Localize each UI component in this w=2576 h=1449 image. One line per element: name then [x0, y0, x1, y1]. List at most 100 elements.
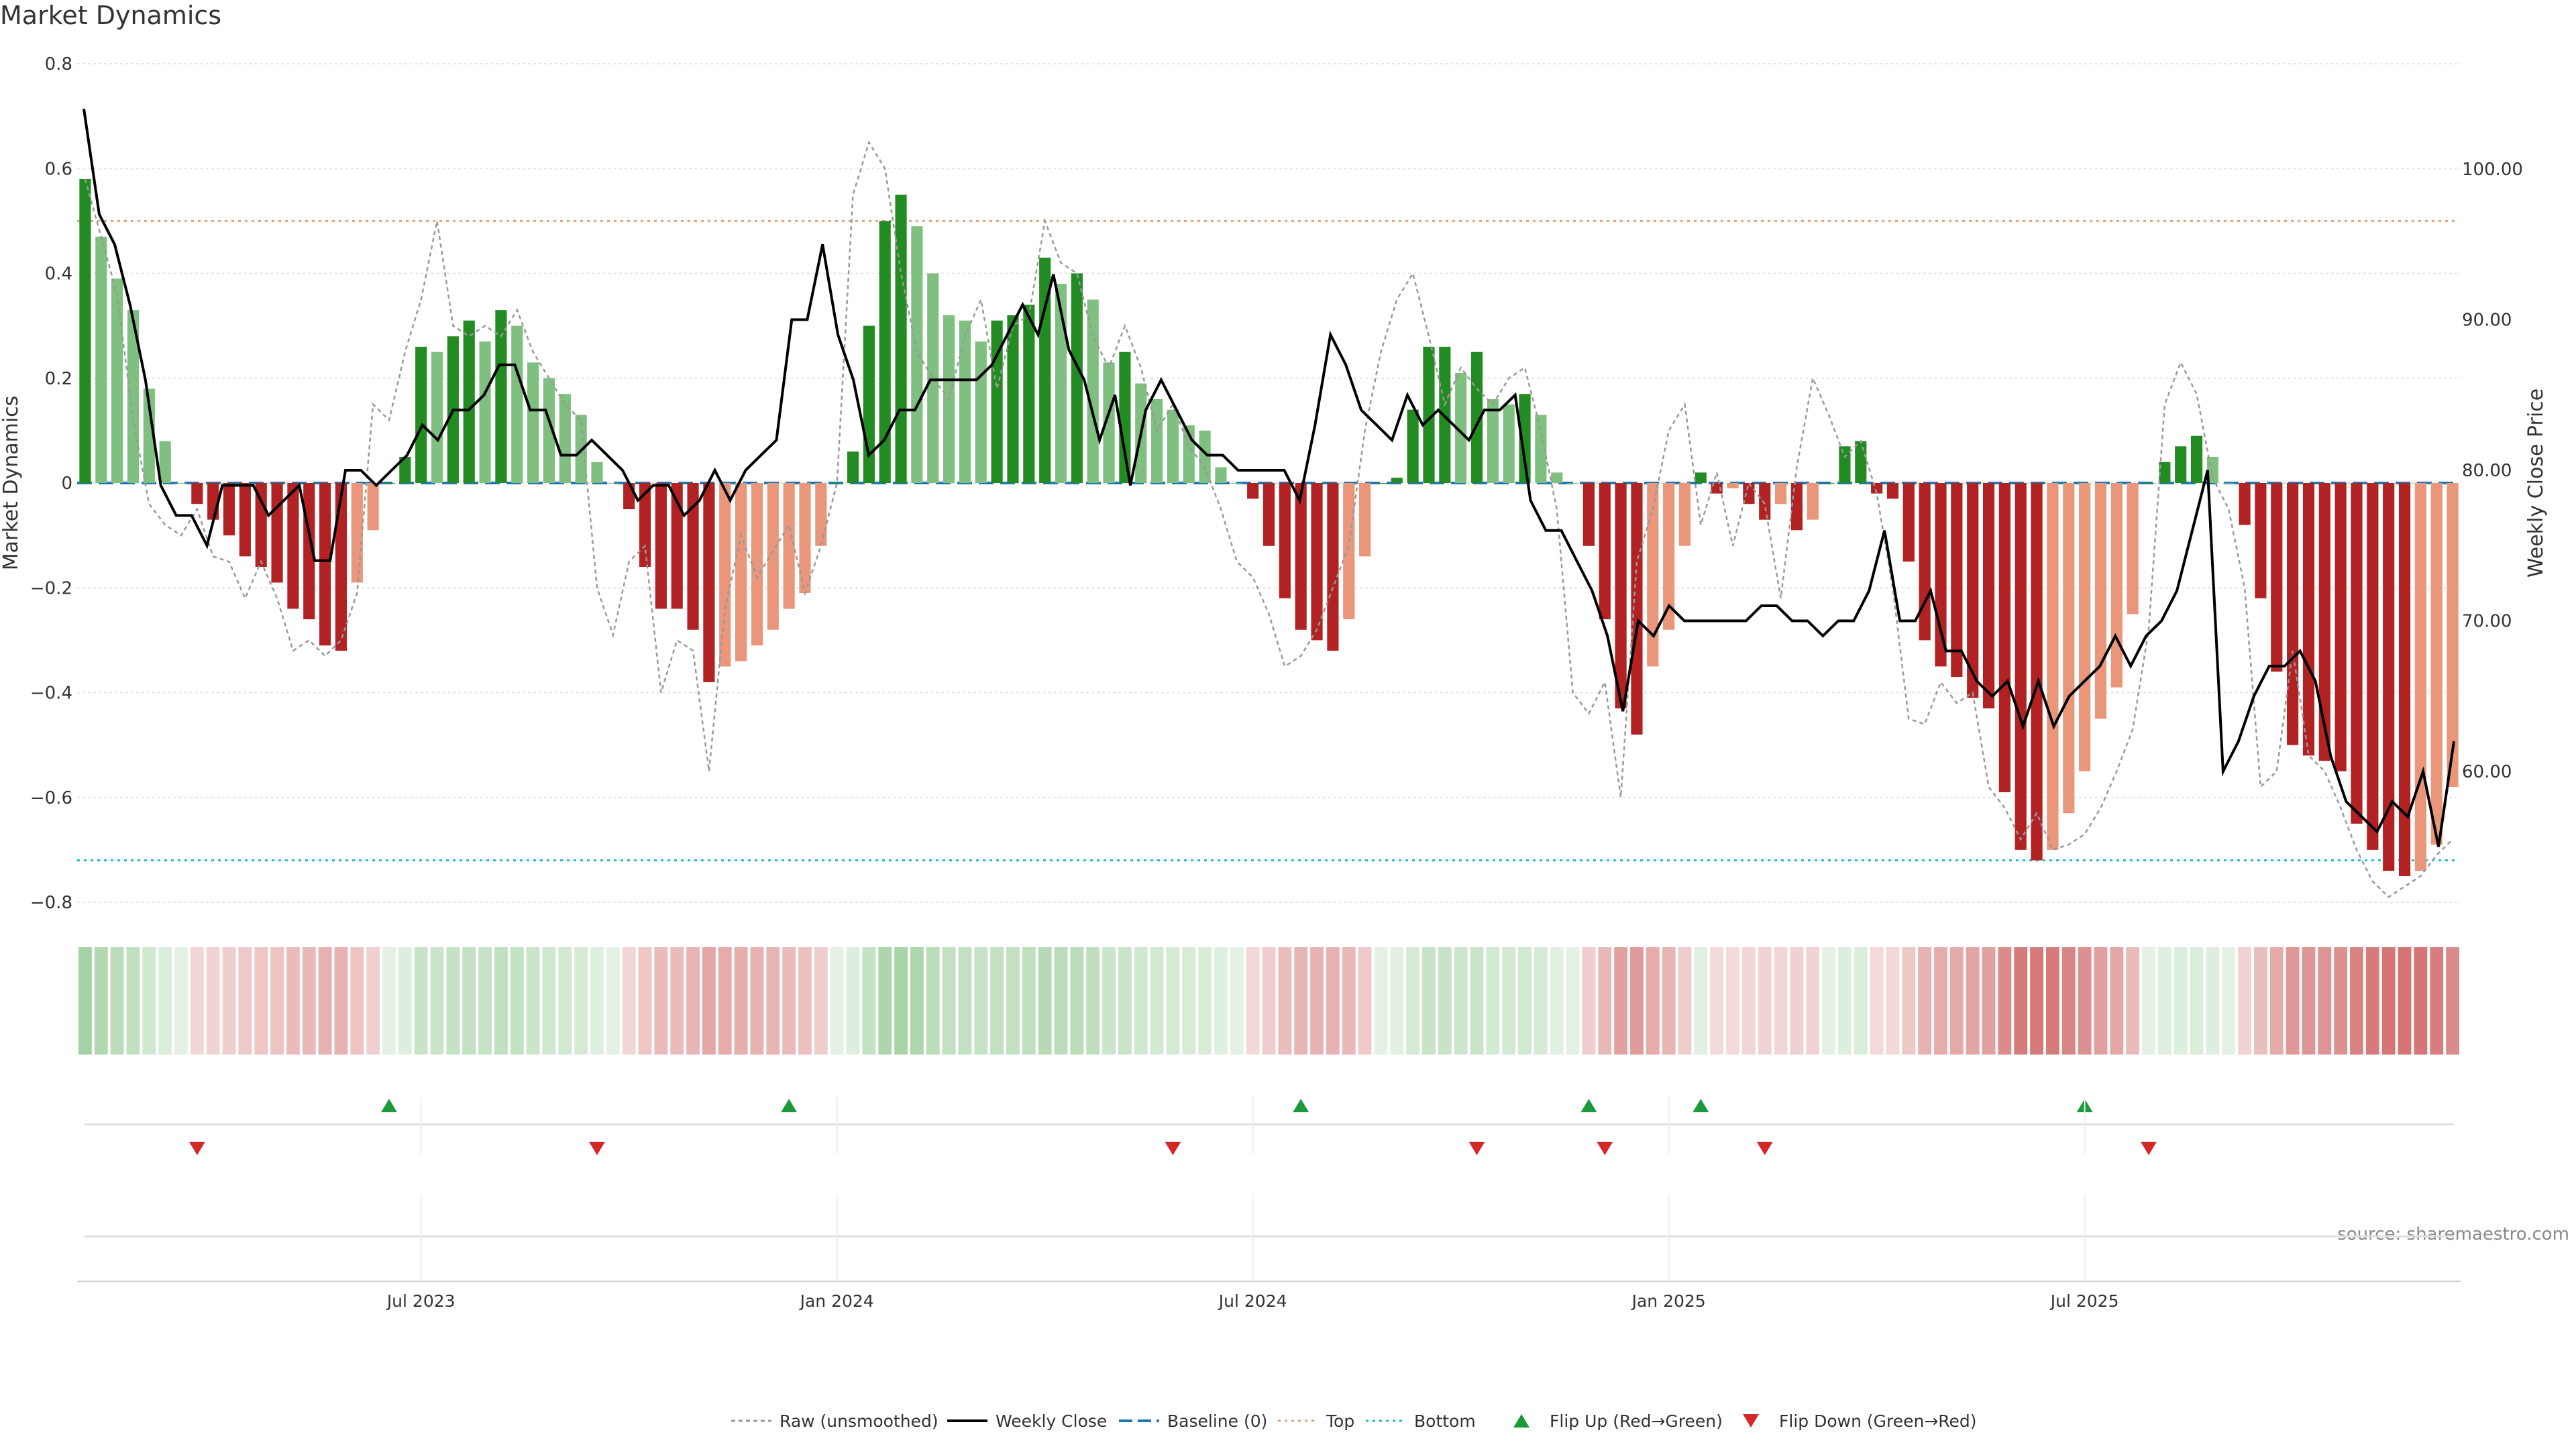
- dynamics-bar: [1647, 483, 1659, 667]
- flip-up-marker: [1693, 1099, 1709, 1112]
- dynamics-bar: [1886, 483, 1899, 499]
- heat-cell: [2350, 947, 2363, 1055]
- heat-cell: [1422, 947, 1436, 1055]
- dynamics-bar: [1839, 446, 1851, 483]
- dynamics-bar: [2222, 483, 2235, 484]
- dynamics-bar: [127, 310, 140, 483]
- heat-cell: [1294, 947, 1308, 1055]
- left-tick-label: −0.4: [30, 684, 72, 704]
- dynamics-bar: [1967, 483, 1979, 698]
- heat-cell: [974, 947, 988, 1055]
- dynamics-bar: [1743, 483, 1755, 504]
- dynamics-bar: [399, 456, 411, 483]
- dynamics-bar: [1231, 483, 1243, 484]
- flip-down-marker: [1756, 1142, 1773, 1155]
- heat-cell: [846, 947, 860, 1055]
- heat-cell: [734, 947, 748, 1055]
- heat-cell: [334, 947, 348, 1055]
- heat-cell: [2334, 947, 2348, 1055]
- heat-cell: [1134, 947, 1148, 1055]
- heat-cell: [2269, 947, 2284, 1055]
- heat-cell: [590, 947, 604, 1055]
- heat-cell: [1886, 947, 1900, 1055]
- flip-down-marker: [1165, 1142, 1181, 1155]
- dynamics-bar: [431, 352, 443, 483]
- left-tick-label: 0.2: [45, 369, 72, 389]
- x-tick-label: Jan 2024: [799, 1291, 874, 1311]
- heat-cell: [2302, 947, 2316, 1055]
- dynamics-bar: [703, 483, 715, 682]
- heat-cell: [94, 947, 108, 1055]
- dynamics-bar: [671, 483, 683, 609]
- heat-cell: [462, 947, 476, 1055]
- dynamics-bars: [79, 178, 2459, 876]
- left-tick-label: −0.2: [30, 578, 72, 598]
- heat-cell: [1774, 947, 1788, 1055]
- flip-down-marker: [2141, 1142, 2157, 1155]
- left-axis-ticks: 0.8 0.6 0.4 0.2 0 −0.2 −0.4 −0.6 −0.8: [30, 54, 72, 913]
- dynamics-bar: [1998, 483, 2010, 792]
- heat-cell: [830, 947, 844, 1055]
- heat-cell: [2110, 947, 2124, 1055]
- heat-cell: [1230, 947, 1244, 1055]
- heat-cell: [1854, 947, 1868, 1055]
- heat-cell: [126, 947, 140, 1055]
- dynamics-bar: [1678, 483, 1691, 546]
- heat-cell: [206, 947, 220, 1055]
- dynamics-bar: [111, 278, 123, 483]
- dynamics-bar: [1951, 483, 1963, 678]
- heat-cell: [254, 947, 268, 1055]
- heat-cell: [1006, 947, 1020, 1055]
- heat-cell: [270, 947, 284, 1055]
- dynamics-bar: [1935, 483, 1947, 667]
- dynamics-bar: [1247, 483, 1259, 499]
- heat-cell: [1870, 947, 1884, 1055]
- dynamics-bar: [1535, 415, 1547, 483]
- right-tick-label: 80.00: [2462, 461, 2512, 481]
- dynamics-bar: [1774, 483, 1787, 504]
- legend-label: Baseline (0): [1167, 1411, 1267, 1431]
- dynamics-bar: [847, 451, 859, 483]
- dynamics-bar: [831, 483, 843, 484]
- dynamics-bar: [2414, 483, 2426, 871]
- dynamics-bar: [2351, 483, 2363, 824]
- dynamics-bar: [79, 178, 91, 483]
- heat-strip: [78, 947, 2459, 1055]
- heat-cell: [718, 947, 732, 1055]
- heat-cell: [1741, 947, 1756, 1055]
- x-tick-label: Jan 2025: [1631, 1291, 1706, 1311]
- dynamics-bar: [2143, 483, 2155, 484]
- legend-item: Flip Up (Red→Green): [1513, 1411, 1723, 1431]
- x-axis-ticks: Jul 2023 Jan 2024 Jul 2024 Jan 2025 Jul 2025: [386, 1097, 2118, 1311]
- dynamics-bar: [1407, 409, 1419, 483]
- heat-cell: [1550, 947, 1564, 1055]
- dynamics-bar: [1023, 305, 1035, 483]
- dynamics-bar: [1150, 399, 1163, 483]
- dynamics-bar: [351, 483, 363, 583]
- dynamics-bar: [2239, 483, 2251, 525]
- heat-cell: [766, 947, 780, 1055]
- dynamics-bar: [927, 273, 939, 483]
- heat-cell: [1758, 947, 1772, 1055]
- dynamics-bar: [1215, 467, 1227, 483]
- heat-cell: [1454, 947, 1468, 1055]
- legend-swatch: [1743, 1414, 1759, 1428]
- heat-cell: [558, 947, 572, 1055]
- dynamics-bar: [719, 483, 731, 667]
- chart-title: Market Dynamics: [0, 1, 221, 30]
- heat-cell: [894, 947, 908, 1055]
- dynamics-bar: [175, 483, 187, 484]
- left-axis-label: Market Dynamics: [0, 396, 23, 571]
- dynamics-bar: [191, 483, 203, 504]
- heat-cell: [702, 947, 716, 1055]
- dynamics-bar: [2367, 483, 2379, 850]
- heat-cell: [1646, 947, 1660, 1055]
- legend-label: Bottom: [1414, 1411, 1476, 1431]
- heat-cell: [1598, 947, 1612, 1055]
- right-axis-label: Weekly Close Price: [2524, 388, 2548, 578]
- heat-cell: [1214, 947, 1228, 1055]
- heat-cell: [814, 947, 828, 1055]
- dynamics-bar: [543, 378, 555, 483]
- heat-cell: [2414, 947, 2428, 1055]
- heat-cell: [2126, 947, 2140, 1055]
